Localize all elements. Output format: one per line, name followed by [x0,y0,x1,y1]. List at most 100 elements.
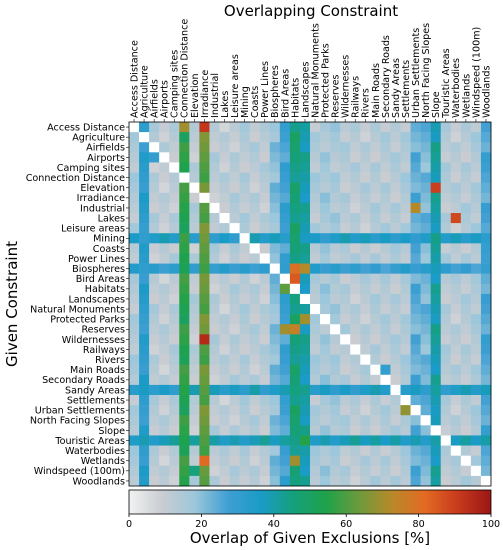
heatmap-cell [360,142,371,153]
heatmap-cell [249,374,261,386]
heatmap-cell [289,213,301,224]
heatmap-cell [400,364,411,376]
heatmap-cell [430,435,442,446]
heatmap-cell [400,475,411,487]
heatmap-cell [480,182,492,194]
heatmap-cell [460,314,472,325]
heatmap-cell [169,395,180,406]
heatmap-cell [149,405,160,416]
heatmap-cell [340,293,351,305]
heatmap-cell [440,162,452,173]
heatmap-cell [320,455,331,467]
heatmap-cell [380,334,391,345]
heatmap-cell [410,405,421,416]
heatmap-cell [350,455,361,467]
heatmap-cell [249,233,261,244]
heatmap-cell [470,243,482,254]
heatmap-cell [470,384,482,396]
y-axis-label: Given Constraint [3,241,21,367]
heatmap-cell [330,243,341,254]
heatmap-cell [410,233,421,244]
heatmap-cell [209,253,220,264]
heatmap-cell [159,465,170,477]
heatmap-cell [460,465,472,477]
column-tick-label: Connection Distance [180,19,191,118]
heatmap-cell [289,455,301,467]
heatmap-cell [289,384,301,396]
heatmap-cell [460,334,472,345]
heatmap-cell [199,132,210,143]
heatmap-cell [299,192,311,204]
heatmap-cell [269,253,281,264]
colorbar-tick-label: 20 [195,519,207,530]
heatmap-cell [460,122,472,133]
heatmap-cell [340,202,351,214]
heatmap-cell [199,304,210,315]
heatmap-cell [199,172,210,183]
heatmap-cell [189,435,200,446]
heatmap-cell [320,334,331,345]
heatmap-cell [480,142,492,153]
heatmap-cell [430,374,442,386]
heatmap-cell [209,384,220,396]
heatmap-cell [269,425,281,436]
heatmap-cell [239,395,250,406]
heatmap-cell [249,223,261,234]
heatmap-cell [450,395,462,406]
heatmap-cell [370,172,381,183]
heatmap-cell [149,415,160,426]
heatmap-cell [310,425,321,436]
heatmap-cell [269,132,281,143]
heatmap-cell [380,314,391,325]
heatmap-cell [370,445,381,456]
heatmap-cell [400,152,411,163]
heatmap-cell [380,152,391,163]
column-tick-label: Coasts [250,86,261,118]
heatmap-cell [370,213,381,224]
heatmap-cell [390,465,401,477]
heatmap-cell [330,182,341,194]
heatmap-cell [209,415,220,426]
column-tick-label: Touristic Areas [441,48,452,119]
heatmap-cell [289,132,301,143]
heatmap-cell [440,425,452,436]
heatmap-cell [229,283,240,295]
heatmap-cell [169,435,180,446]
heatmap-cell [480,243,492,254]
heatmap-cell [209,364,220,376]
heatmap-cell [259,233,271,244]
heatmap-cell [169,263,180,274]
heatmap-cell [390,354,401,365]
heatmap-cell [380,132,391,143]
heatmap-cell [330,374,341,386]
heatmap-cell [330,132,341,143]
heatmap-cell [450,425,462,436]
heatmap-cell [249,304,261,315]
heatmap-cell [350,374,361,386]
heatmap-cell [209,243,220,254]
heatmap-cell [299,334,311,345]
heatmap-cell [189,182,200,194]
heatmap-cell [149,354,160,365]
heatmap-cell [400,273,411,285]
heatmap-cell [340,435,351,446]
heatmap-cell [470,435,482,446]
heatmap-cell [299,202,311,214]
heatmap-cell [249,152,261,163]
column-tick-label: Main Roads [371,63,382,118]
heatmap-cell [390,334,401,345]
heatmap-cell [460,344,472,355]
heatmap-cell [330,253,341,264]
heatmap-cell [320,152,331,163]
heatmap-cell [209,152,220,163]
heatmap-cell [390,273,401,285]
heatmap-cell [360,304,371,315]
heatmap-cell [199,384,210,396]
row-tick-label: Mining [93,234,125,245]
heatmap-cell [279,334,291,345]
heatmap-cell [179,233,190,244]
heatmap-cell [320,263,331,274]
heatmap-cell [350,142,361,153]
heatmap-cell [450,243,462,254]
heatmap-cell [149,202,160,214]
